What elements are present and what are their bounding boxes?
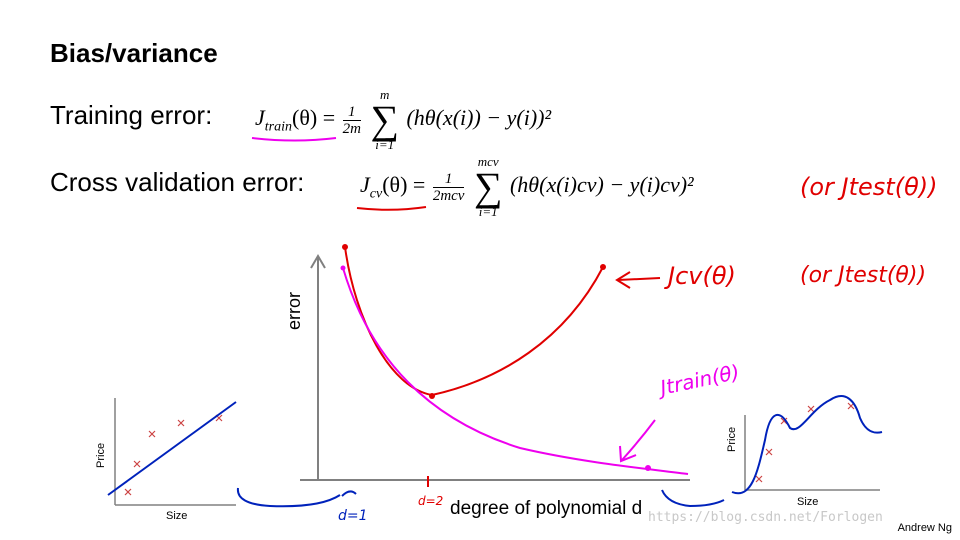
training-body: (hθ(x(i)) − y(i))²: [406, 105, 552, 131]
right-plot-xlabel: Size: [797, 496, 818, 508]
cv-sum: mcv ∑ i=1: [473, 154, 503, 219]
y-axis-arrow: [310, 254, 326, 269]
right-plot-ylabel: Price: [726, 427, 738, 452]
training-lhs-arg: (θ) =: [292, 105, 336, 131]
x-axis-label-box: [445, 490, 680, 522]
training-sum-top: m: [380, 87, 390, 102]
right-brace-stroke: [661, 489, 725, 508]
training-fraction: 1 2m: [342, 103, 361, 137]
training-sum: m ∑ i=1: [370, 87, 399, 152]
left-plot-fit-line: [107, 401, 237, 496]
cv-body: (hθ(x(i)cv) − y(i)cv)²: [509, 172, 694, 198]
cv-lhs: J: [360, 172, 370, 198]
left-plot-xlabel: Size: [166, 510, 187, 522]
training-lhs-sub: train: [264, 119, 292, 135]
cv-lhs-arg: (θ) =: [382, 172, 426, 198]
train-curve: [342, 267, 689, 475]
cv-note: (or Jtest(θ)): [800, 173, 937, 201]
train-label-arrow: [621, 419, 656, 461]
cv-sum-bottom: i=1: [478, 204, 498, 219]
cv-curve-min: [429, 393, 435, 399]
d1-tick: [341, 490, 357, 497]
cv-error-label: Cross validation error:: [50, 167, 305, 197]
cv-fraction: 1 2mcv: [432, 170, 465, 204]
training-frac-num: 1: [348, 103, 356, 120]
cv-lhs-sub: cv: [369, 186, 383, 202]
train-curve-end: [645, 465, 651, 471]
train-label-arrowhead: [619, 445, 637, 463]
author-credit: Andrew Ng: [897, 522, 952, 534]
right-plot-fit-curve: [731, 395, 883, 495]
train-curve-start: [340, 265, 346, 271]
cv-frac-num: 1: [444, 170, 453, 187]
cv-sum-top: mcv: [477, 154, 499, 169]
x-axis-label: degree of polynomial d: [450, 498, 642, 519]
cv-error-formula: Jcv(θ) = 1 2mcv mcv ∑ i=1 (hθ(x(i)cv) − y(i…: [360, 155, 694, 219]
training-error-label: Training error:: [50, 100, 213, 130]
cv-curve-note: (or Jtest(θ)): [800, 263, 926, 288]
cv-label-arrowhead: [615, 271, 631, 289]
training-frac-den: 2m: [342, 120, 361, 137]
cv-underline: [356, 206, 427, 211]
y-axis-label: error: [284, 292, 304, 330]
cv-curve-start: [342, 244, 348, 250]
train-curve-label: Jtrain(θ): [654, 360, 741, 401]
training-sum-bottom: i=1: [375, 137, 395, 152]
right-plot-points: [755, 402, 855, 483]
left-plot-points: [124, 414, 223, 496]
cv-frac-den: 2mcv: [432, 187, 465, 204]
watermark: https://blog.csdn.net/Forlogen: [648, 510, 883, 525]
cv-curve: [344, 246, 604, 397]
training-error-formula: Jtrain(θ) = 1 2m m ∑ i=1 (hθ(x(i)) − y(i))²: [255, 88, 551, 152]
training-underline: [251, 137, 337, 142]
cv-curve-label: Jcv(θ): [664, 262, 736, 290]
left-plot-ylabel: Price: [95, 443, 107, 468]
cv-label-arrow: [617, 277, 661, 281]
training-lhs: J: [255, 105, 265, 131]
cv-curve-end: [600, 264, 606, 270]
left-brace-stroke: [236, 487, 341, 508]
d1-label: d=1: [338, 508, 368, 524]
d2-label: d=2: [418, 494, 443, 508]
slide-title: Bias/variance: [50, 38, 218, 68]
